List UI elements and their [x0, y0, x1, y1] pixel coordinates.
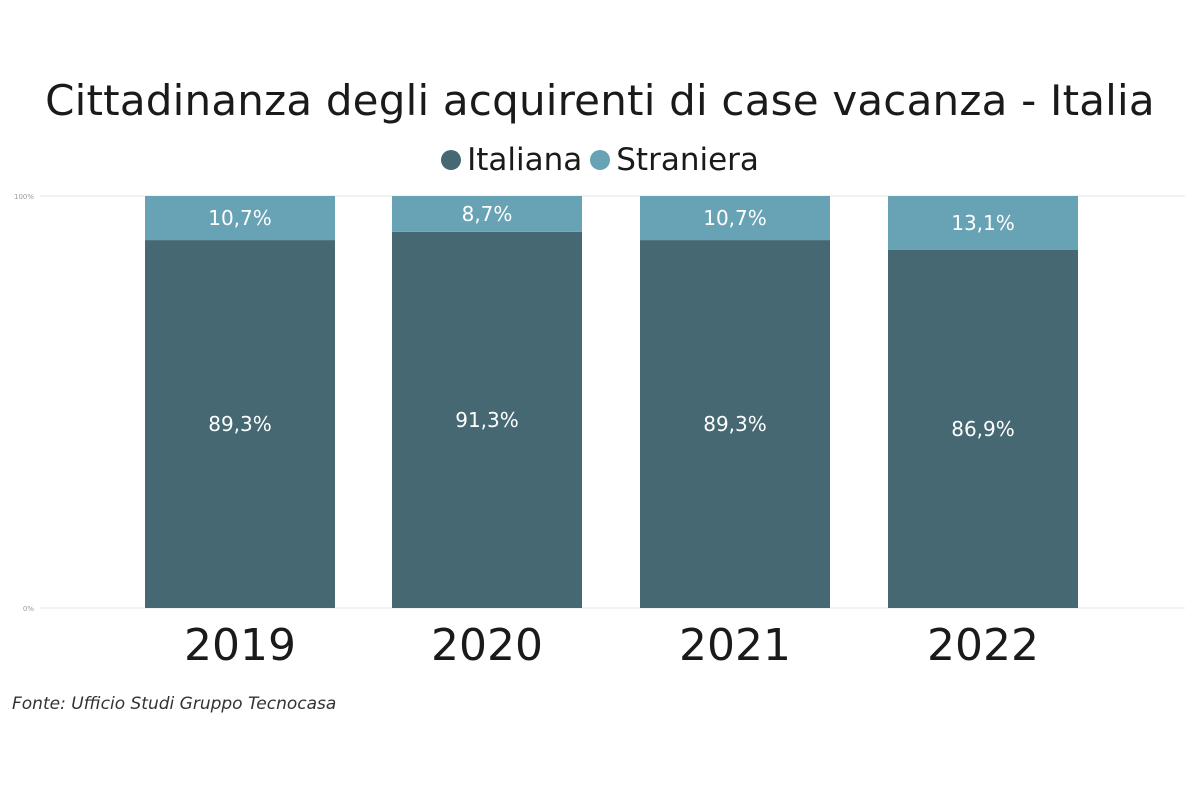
- data-label-straniera-2020: 8,7%: [462, 202, 513, 226]
- bar-italiana-2022: [888, 249, 1078, 609]
- y-tick-label-1: 0%: [23, 605, 34, 613]
- data-label-italiana-2019: 89,3%: [208, 412, 272, 436]
- bar-italiana-2021: [640, 240, 830, 609]
- data-label-straniera-2019: 10,7%: [208, 206, 272, 230]
- bar-straniera-2021: [640, 196, 830, 241]
- source-note: Fonte: Ufficio Studi Gruppo Tecnocasa: [12, 694, 337, 714]
- x-tick-label-2020: 2020: [431, 620, 543, 671]
- y-tick-label-0: 100%: [14, 193, 34, 201]
- bar-italiana-2020: [392, 231, 582, 608]
- bar-straniera-2022: [888, 196, 1078, 250]
- legend-swatch-italiana: [441, 150, 462, 170]
- x-tick-label-2021: 2021: [679, 620, 791, 671]
- data-label-italiana-2021: 89,3%: [703, 412, 767, 436]
- bar-straniera-2019: [145, 196, 335, 241]
- data-label-straniera-2022: 13,1%: [951, 211, 1015, 235]
- bar-italiana-2019: [145, 240, 335, 609]
- legend-item-straniera: Straniera: [590, 142, 759, 178]
- data-label-italiana-2022: 86,9%: [951, 417, 1015, 441]
- data-label-straniera-2021: 10,7%: [703, 206, 767, 230]
- bar-straniera-2020: [392, 196, 582, 232]
- chart-legend: Italiana Straniera: [0, 142, 1200, 178]
- legend-item-italiana: Italiana: [441, 142, 582, 178]
- legend-label-straniera: Straniera: [616, 142, 759, 178]
- legend-swatch-straniera: [590, 150, 611, 170]
- x-tick-label-2022: 2022: [927, 620, 1039, 671]
- legend-label-italiana: Italiana: [467, 142, 583, 178]
- chart-title: Cittadinanza degli acquirenti di case va…: [45, 76, 1155, 125]
- x-tick-label-2019: 2019: [184, 620, 296, 671]
- data-label-italiana-2020: 91,3%: [455, 408, 519, 432]
